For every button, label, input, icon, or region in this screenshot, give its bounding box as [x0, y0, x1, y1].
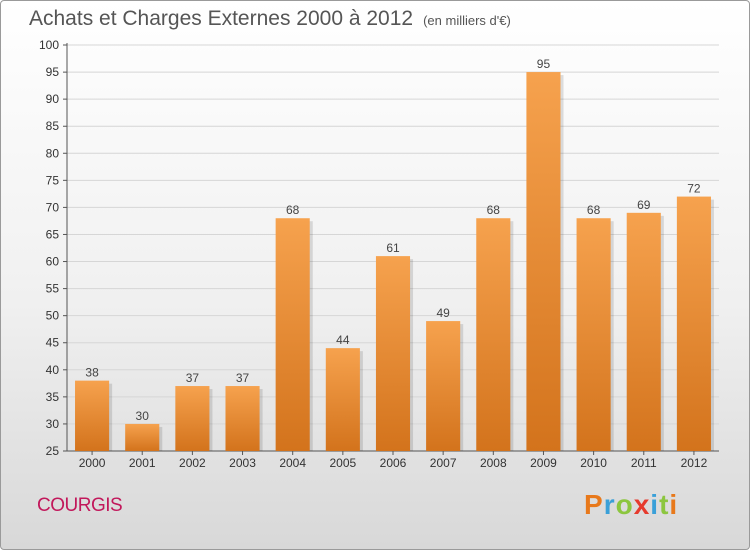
logo-letter: r — [603, 489, 616, 520]
y-tick-label: 55 — [46, 282, 60, 296]
logo-letter: x — [633, 489, 651, 520]
x-tick-label: 2003 — [229, 456, 256, 470]
data-label: 68 — [587, 203, 601, 217]
x-tick-label: 2002 — [179, 456, 206, 470]
logo-letter: i — [669, 489, 679, 520]
bar — [375, 256, 411, 451]
data-label: 68 — [487, 203, 501, 217]
x-tick-label: 2011 — [631, 456, 657, 470]
commune-name: COURGIS — [37, 495, 123, 516]
y-tick-label: 35 — [46, 390, 60, 404]
y-tick-label: 40 — [46, 363, 60, 377]
data-label: 38 — [85, 366, 99, 380]
y-tick-label: 85 — [46, 119, 60, 133]
value-labels: 38 30 37 37 68 44 61 49 68 95 68 69 72 — [85, 57, 701, 423]
y-tick-label: 60 — [46, 255, 60, 269]
x-tick-label: 2001 — [129, 456, 156, 470]
data-label: 61 — [386, 241, 400, 255]
x-tick-label: 2006 — [380, 456, 407, 470]
y-tick-label: 70 — [46, 200, 60, 214]
data-label: 49 — [436, 306, 450, 320]
y-tick-label: 90 — [46, 92, 60, 106]
bar — [476, 218, 511, 451]
x-tick-label: 2010 — [580, 456, 607, 470]
data-label: 69 — [637, 198, 651, 212]
x-tick-label: 2008 — [480, 456, 507, 470]
chart-title-unit: (en milliers d'€) — [423, 13, 511, 28]
bar — [275, 218, 310, 451]
data-label: 95 — [537, 57, 551, 71]
bar — [526, 72, 561, 452]
x-tick-label: 2007 — [430, 456, 457, 470]
bar — [576, 218, 611, 451]
x-tick-label: 2012 — [681, 456, 708, 470]
bar — [325, 348, 360, 451]
chart-title-main: Achats et Charges Externes 2000 à 2012 — [29, 7, 414, 30]
bars — [75, 72, 714, 452]
bar — [676, 196, 711, 451]
y-tick-label: 80 — [46, 146, 60, 160]
data-label: 44 — [336, 333, 350, 347]
data-label: 37 — [236, 371, 250, 385]
y-tick-label: 65 — [46, 227, 60, 241]
y-tick-label: 45 — [46, 336, 60, 350]
logo-letter: i — [650, 489, 660, 520]
bar — [225, 386, 260, 451]
bar — [175, 386, 210, 451]
logo-letter: P — [584, 489, 604, 520]
bar — [75, 380, 110, 451]
y-tick-label: 25 — [46, 444, 60, 458]
data-label: 72 — [687, 182, 701, 196]
y-tick-label: 95 — [46, 65, 60, 79]
bar — [426, 321, 461, 451]
x-tick-label: 2005 — [329, 456, 356, 470]
y-tick-label: 75 — [46, 173, 60, 187]
x-tick-label: 2004 — [279, 456, 306, 470]
axes: 25 30 35 40 45 50 55 60 65 70 75 80 85 90 95 100 2000 200… — [39, 38, 719, 470]
bar — [626, 212, 661, 451]
data-label: 30 — [136, 409, 150, 423]
data-label: 68 — [286, 203, 300, 217]
x-tick-label: 2000 — [79, 456, 106, 470]
logo-letter: o — [615, 489, 634, 520]
chart-title: Achats et Charges Externes 2000 à 2012 (e… — [29, 7, 511, 31]
proxiti-logo: Proxiti — [584, 489, 678, 521]
logo-letter: t — [659, 489, 670, 520]
data-label: 37 — [186, 371, 200, 385]
bar — [125, 423, 160, 451]
y-tick-label: 50 — [46, 309, 60, 323]
y-tick-label: 30 — [46, 417, 60, 431]
x-tick-label: 2009 — [530, 456, 557, 470]
y-tick-label: 100 — [39, 38, 59, 52]
